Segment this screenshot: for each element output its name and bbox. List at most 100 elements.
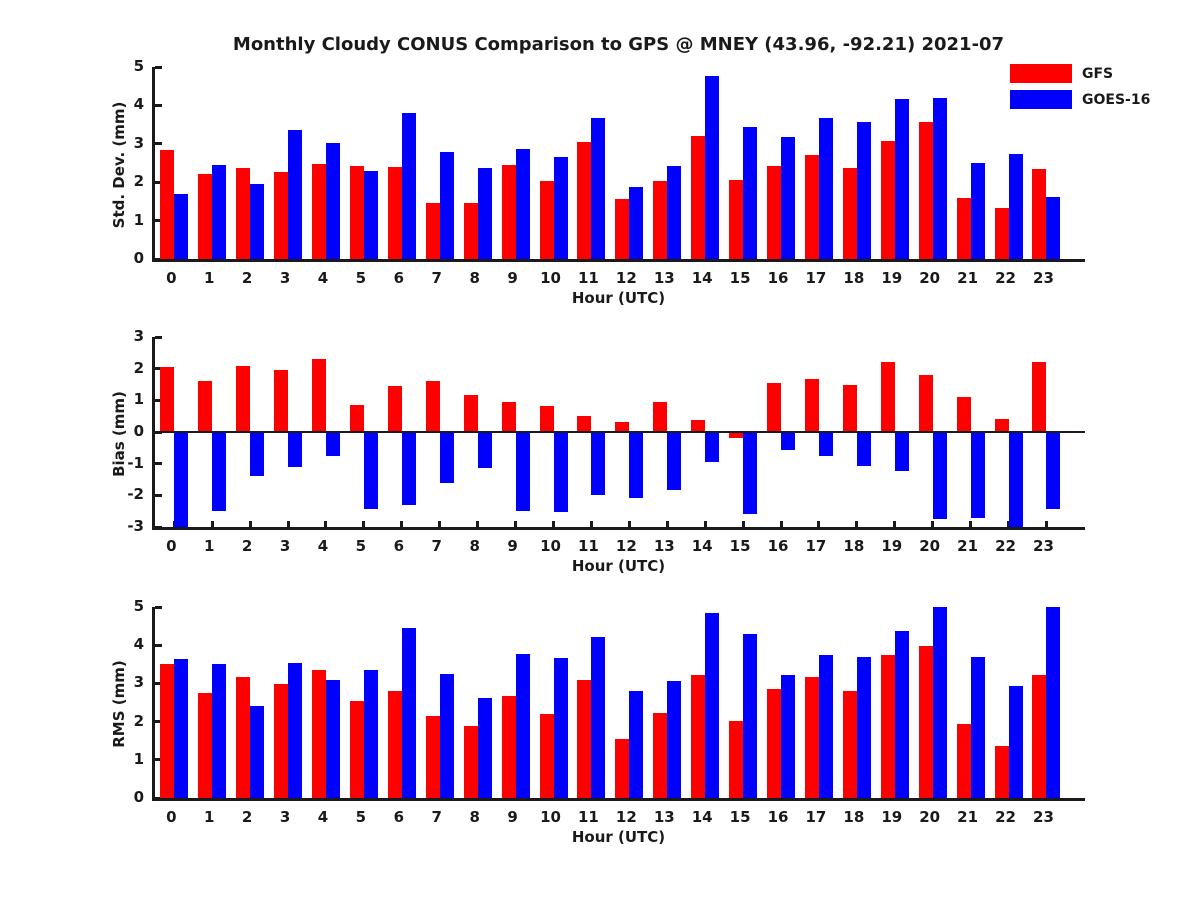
y-tick-label: 1 xyxy=(133,749,144,768)
y-tick xyxy=(155,758,162,762)
bar-goes-16-hour-13 xyxy=(667,681,682,798)
x-tick-label: 20 xyxy=(919,537,941,555)
bar-gfs-hour-9 xyxy=(501,401,516,432)
x-tick xyxy=(589,521,593,527)
x-tick xyxy=(362,521,366,527)
bar-gfs-hour-2 xyxy=(236,677,251,798)
legend-item-goes16: GOES-16 xyxy=(1010,90,1150,109)
bar-gfs-hour-7 xyxy=(425,716,440,798)
bar-gfs-hour-6 xyxy=(387,386,402,432)
x-tick-label: 17 xyxy=(805,808,827,826)
bar-gfs-hour-22 xyxy=(994,418,1009,432)
bar-goes-16-hour-22 xyxy=(1008,686,1023,798)
bar-goes-16-hour-21 xyxy=(970,163,985,259)
bar-goes-16-hour-11 xyxy=(591,432,606,496)
x-tick xyxy=(665,521,669,527)
bar-goes-16-hour-18 xyxy=(856,121,871,259)
y-tick xyxy=(155,142,162,146)
x-tick-label: 23 xyxy=(1033,808,1054,826)
x-tick-label: 16 xyxy=(767,808,789,826)
x-tick-label: 10 xyxy=(540,269,561,287)
x-tick-label: 22 xyxy=(995,537,1016,555)
y-tick-label: 2 xyxy=(133,711,144,730)
bar-goes-16-hour-4 xyxy=(325,142,340,259)
bar-goes-16-hour-15 xyxy=(743,633,758,798)
y-tick xyxy=(155,257,162,261)
y-tick xyxy=(155,720,162,724)
x-tick-label: 6 xyxy=(393,269,405,287)
x-tick-label: 16 xyxy=(767,269,789,287)
bar-gfs-hour-20 xyxy=(918,374,933,432)
y-tick xyxy=(155,65,162,69)
bar-gfs-hour-8 xyxy=(463,725,478,798)
bar-goes-16-hour-14 xyxy=(705,76,720,259)
bar-gfs-hour-17 xyxy=(804,379,819,432)
bar-gfs-hour-0 xyxy=(160,664,175,798)
x-tick xyxy=(438,521,442,527)
x-axis-label: Hour (UTC) xyxy=(571,557,666,575)
bar-gfs-hour-17 xyxy=(804,676,819,798)
bar-gfs-hour-4 xyxy=(311,670,326,798)
x-tick-label: 13 xyxy=(653,269,675,287)
bar-goes-16-hour-14 xyxy=(705,613,720,798)
bar-gfs-hour-8 xyxy=(463,394,478,432)
bar-goes-16-hour-20 xyxy=(932,607,947,798)
bar-gfs-hour-15 xyxy=(729,721,744,798)
bar-goes-16-hour-6 xyxy=(401,112,416,259)
y-tick-label: 3 xyxy=(133,327,144,345)
y-tick xyxy=(155,681,162,685)
plot-panel-bias xyxy=(152,335,1085,530)
bar-goes-16-hour-9 xyxy=(515,149,530,259)
bar-gfs-hour-1 xyxy=(198,380,213,432)
x-tick-label: 9 xyxy=(507,537,518,555)
x-tick-label: 4 xyxy=(317,808,329,826)
bar-gfs-hour-10 xyxy=(539,714,554,798)
bar-goes-16-hour-21 xyxy=(970,657,985,798)
bar-gfs-hour-18 xyxy=(842,384,857,432)
bar-gfs-hour-23 xyxy=(1032,362,1047,432)
bar-goes-16-hour-11 xyxy=(591,637,606,798)
x-axis-label: Hour (UTC) xyxy=(571,289,666,307)
bar-goes-16-hour-13 xyxy=(667,432,682,491)
bar-gfs-hour-6 xyxy=(387,691,402,798)
bar-gfs-hour-2 xyxy=(236,167,251,259)
bar-goes-16-hour-18 xyxy=(856,656,871,798)
legend-item-gfs: GFS xyxy=(1010,64,1150,83)
bar-gfs-hour-15 xyxy=(729,432,744,438)
bar-gfs-hour-23 xyxy=(1032,168,1047,259)
bar-goes-16-hour-17 xyxy=(818,432,833,457)
bar-goes-16-hour-16 xyxy=(781,432,796,451)
bar-gfs-hour-4 xyxy=(311,164,326,259)
x-tick xyxy=(969,521,973,527)
bar-gfs-hour-11 xyxy=(577,679,592,798)
bar-gfs-hour-2 xyxy=(236,365,251,432)
x-tick-label: 6 xyxy=(393,537,405,555)
bar-gfs-hour-14 xyxy=(691,135,706,259)
x-tick-label: 19 xyxy=(881,537,903,555)
bar-goes-16-hour-2 xyxy=(250,432,265,477)
bar-gfs-hour-6 xyxy=(387,167,402,259)
bar-gfs-hour-20 xyxy=(918,645,933,798)
x-tick-label: 9 xyxy=(507,808,518,826)
y-tick-label: 2 xyxy=(133,172,144,191)
x-tick xyxy=(248,521,252,527)
x-tick-label: 21 xyxy=(957,269,979,287)
legend-label-goes16: GOES-16 xyxy=(1082,91,1151,108)
bar-gfs-hour-8 xyxy=(463,202,478,259)
bar-goes-16-hour-10 xyxy=(553,157,568,259)
legend-label-gfs: GFS xyxy=(1082,65,1114,82)
x-tick-label: 3 xyxy=(279,537,291,555)
y-tick xyxy=(155,103,162,107)
bar-goes-16-hour-17 xyxy=(818,118,833,259)
bar-gfs-hour-1 xyxy=(198,174,213,259)
bar-goes-16-hour-2 xyxy=(250,706,265,798)
x-tick xyxy=(627,521,631,527)
x-tick-label: 1 xyxy=(204,537,215,555)
bar-goes-16-hour-23 xyxy=(1046,607,1061,798)
bar-goes-16-hour-18 xyxy=(856,432,871,466)
x-tick-label: 8 xyxy=(469,808,480,826)
bar-gfs-hour-22 xyxy=(994,745,1009,798)
y-tick-label: 0 xyxy=(133,249,144,267)
x-tick-label: 11 xyxy=(577,808,599,826)
x-tick xyxy=(324,521,328,527)
